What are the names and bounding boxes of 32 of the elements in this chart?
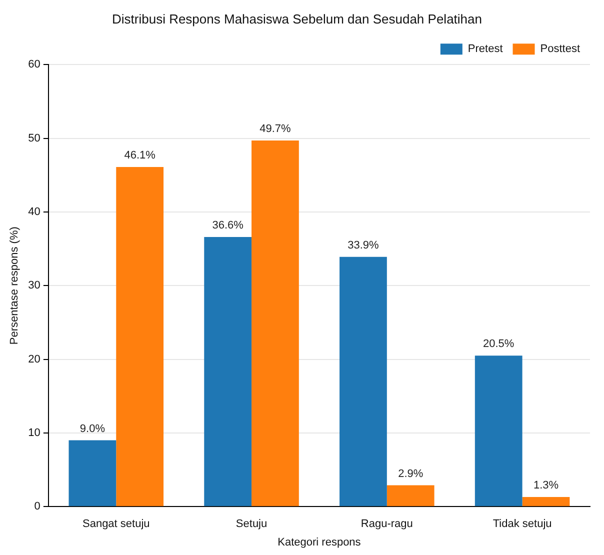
data-label: 9.0% — [80, 422, 106, 435]
bar — [340, 256, 387, 506]
y-axis-title: Persentase respons (%) — [8, 226, 21, 345]
y-tick-label: 10 — [28, 426, 40, 439]
bar — [522, 497, 570, 506]
bar — [474, 356, 522, 506]
legend-label: Posttest — [540, 43, 580, 56]
data-label: 1.3% — [533, 480, 559, 492]
y-tick-label: 50 — [28, 132, 40, 144]
data-label: 46.1% — [124, 150, 156, 162]
legend-label: Pretest — [468, 43, 503, 56]
y-tick-label: 0 — [34, 500, 40, 513]
x-tick-label: Sangat setuju — [82, 518, 150, 530]
bar — [252, 140, 299, 506]
x-tick-label: Setuju — [236, 518, 268, 530]
bar — [386, 485, 434, 506]
bar — [68, 440, 116, 506]
data-label: 2.9% — [398, 468, 424, 480]
chart-title: Distribusi Respons Mahasiswa Sebelum dan Sesudah Pelatihan — [112, 11, 482, 26]
x-tick-label: Ragu-ragu — [360, 518, 413, 530]
y-tick-label: 30 — [28, 280, 40, 292]
y-tick-label: 40 — [28, 206, 40, 218]
bar — [204, 236, 252, 506]
x-axis-title: Kategori respons — [278, 536, 362, 548]
bar — [116, 166, 164, 506]
data-label: 49.7% — [260, 123, 292, 136]
data-label: 33.9% — [348, 239, 380, 252]
y-tick-label: 20 — [28, 353, 40, 366]
data-label: 36.6% — [212, 220, 244, 232]
data-label: 20.5% — [483, 338, 514, 350]
y-tick-label: 60 — [28, 58, 40, 71]
x-tick-label: Tidak setuju — [492, 518, 552, 530]
